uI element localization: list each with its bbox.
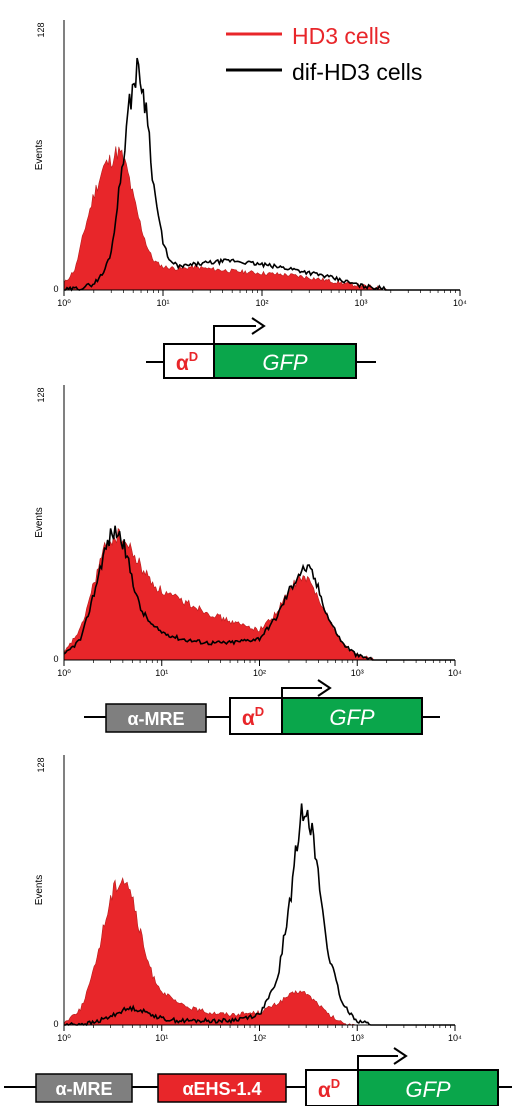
x-tick-label: 10² <box>253 1033 266 1043</box>
x-tick-label: 10⁴ <box>453 298 467 308</box>
hd3-histogram-area <box>63 876 455 1026</box>
alpha-mre-element-box <box>105 703 207 733</box>
construct-diagram-2: α-MRE αD GFP <box>84 679 440 735</box>
x-tick-label: 10¹ <box>156 298 169 308</box>
gfp-gene-box <box>213 343 357 379</box>
x-tick-label: 10¹ <box>155 668 168 678</box>
histogram-panel-2: Events 128 0 10⁰ 10¹ 10² 10³ 10⁴ <box>34 385 462 678</box>
x-tick-label: 10⁰ <box>57 668 71 678</box>
x-tick-label: 10³ <box>351 1033 364 1043</box>
y-tick-label-zero: 0 <box>53 654 58 664</box>
y-tick-label-max: 128 <box>36 22 46 37</box>
y-tick-label-max: 128 <box>36 387 46 402</box>
histogram-panel-3: Events 128 0 10⁰ 10¹ 10² 10³ 10⁴ <box>34 755 462 1043</box>
gfp-gene-label: GFP <box>405 1077 451 1102</box>
alpha-d-promoter-box <box>305 1069 359 1106</box>
x-tick-label: 10⁰ <box>57 298 71 308</box>
transcription-start-arrow <box>213 325 256 344</box>
hd3-histogram-area <box>63 146 460 291</box>
x-tick-label: 10⁰ <box>57 1033 71 1043</box>
histogram-panel-1: Events 128 0 10⁰ 10¹ 10² 10³ 10⁴ <box>34 20 467 308</box>
alpha-mre-element-box <box>35 1073 133 1103</box>
alpha-mre-element-label: α-MRE <box>55 1079 112 1099</box>
x-ticks: 10⁰ 10¹ 10² 10³ 10⁴ <box>57 290 467 308</box>
construct-diagram-1: αD GFP <box>146 317 376 379</box>
alpha-mre-element-label: α-MRE <box>127 709 184 729</box>
y-axis-label: Events <box>34 507 45 538</box>
transcription-start-arrowhead <box>251 317 266 335</box>
construct-diagram-3: α-MRE αEHS-1.4 αD GFP <box>4 1047 512 1106</box>
y-tick-label-zero: 0 <box>53 1019 58 1029</box>
transcription-start-arrowhead <box>393 1047 408 1065</box>
alpha-ehs-element-box <box>157 1073 287 1103</box>
x-tick-label: 10³ <box>351 668 364 678</box>
transcription-start-arrow <box>357 1055 398 1070</box>
x-ticks: 10⁰ 10¹ 10² 10³ 10⁴ <box>57 660 462 678</box>
x-tick-label: 10⁴ <box>448 1033 462 1043</box>
alpha-d-promoter-box <box>163 343 215 379</box>
gfp-gene-box <box>357 1069 499 1106</box>
gfp-gene-label: GFP <box>329 705 375 730</box>
transcription-start-arrowhead <box>317 679 332 697</box>
gfp-gene-box <box>281 697 423 735</box>
x-ticks: 10⁰ 10¹ 10² 10³ 10⁴ <box>57 1025 462 1043</box>
y-axis-label: Events <box>34 140 45 171</box>
legend-label-hd3: HD3 cells <box>292 23 390 49</box>
legend: HD3 cells dif-HD3 cells <box>226 23 422 85</box>
y-tick-label-zero: 0 <box>53 284 58 294</box>
legend-label-dif: dif-HD3 cells <box>292 59 422 85</box>
gfp-gene-label: GFP <box>262 350 308 375</box>
x-tick-label: 10³ <box>354 298 367 308</box>
y-axis-label: Events <box>34 875 45 906</box>
x-tick-label: 10¹ <box>155 1033 168 1043</box>
x-tick-label: 10⁴ <box>448 668 462 678</box>
alpha-d-promoter-label: αD <box>176 349 198 375</box>
alpha-d-promoter-label: αD <box>242 704 264 730</box>
y-tick-label-max: 128 <box>36 757 46 772</box>
x-tick-label: 10² <box>255 298 268 308</box>
alpha-d-promoter-label: αD <box>318 1076 340 1102</box>
x-tick-label: 10² <box>253 668 266 678</box>
transcription-start-arrow <box>281 687 322 698</box>
alpha-ehs-element-label: αEHS-1.4 <box>182 1079 261 1099</box>
